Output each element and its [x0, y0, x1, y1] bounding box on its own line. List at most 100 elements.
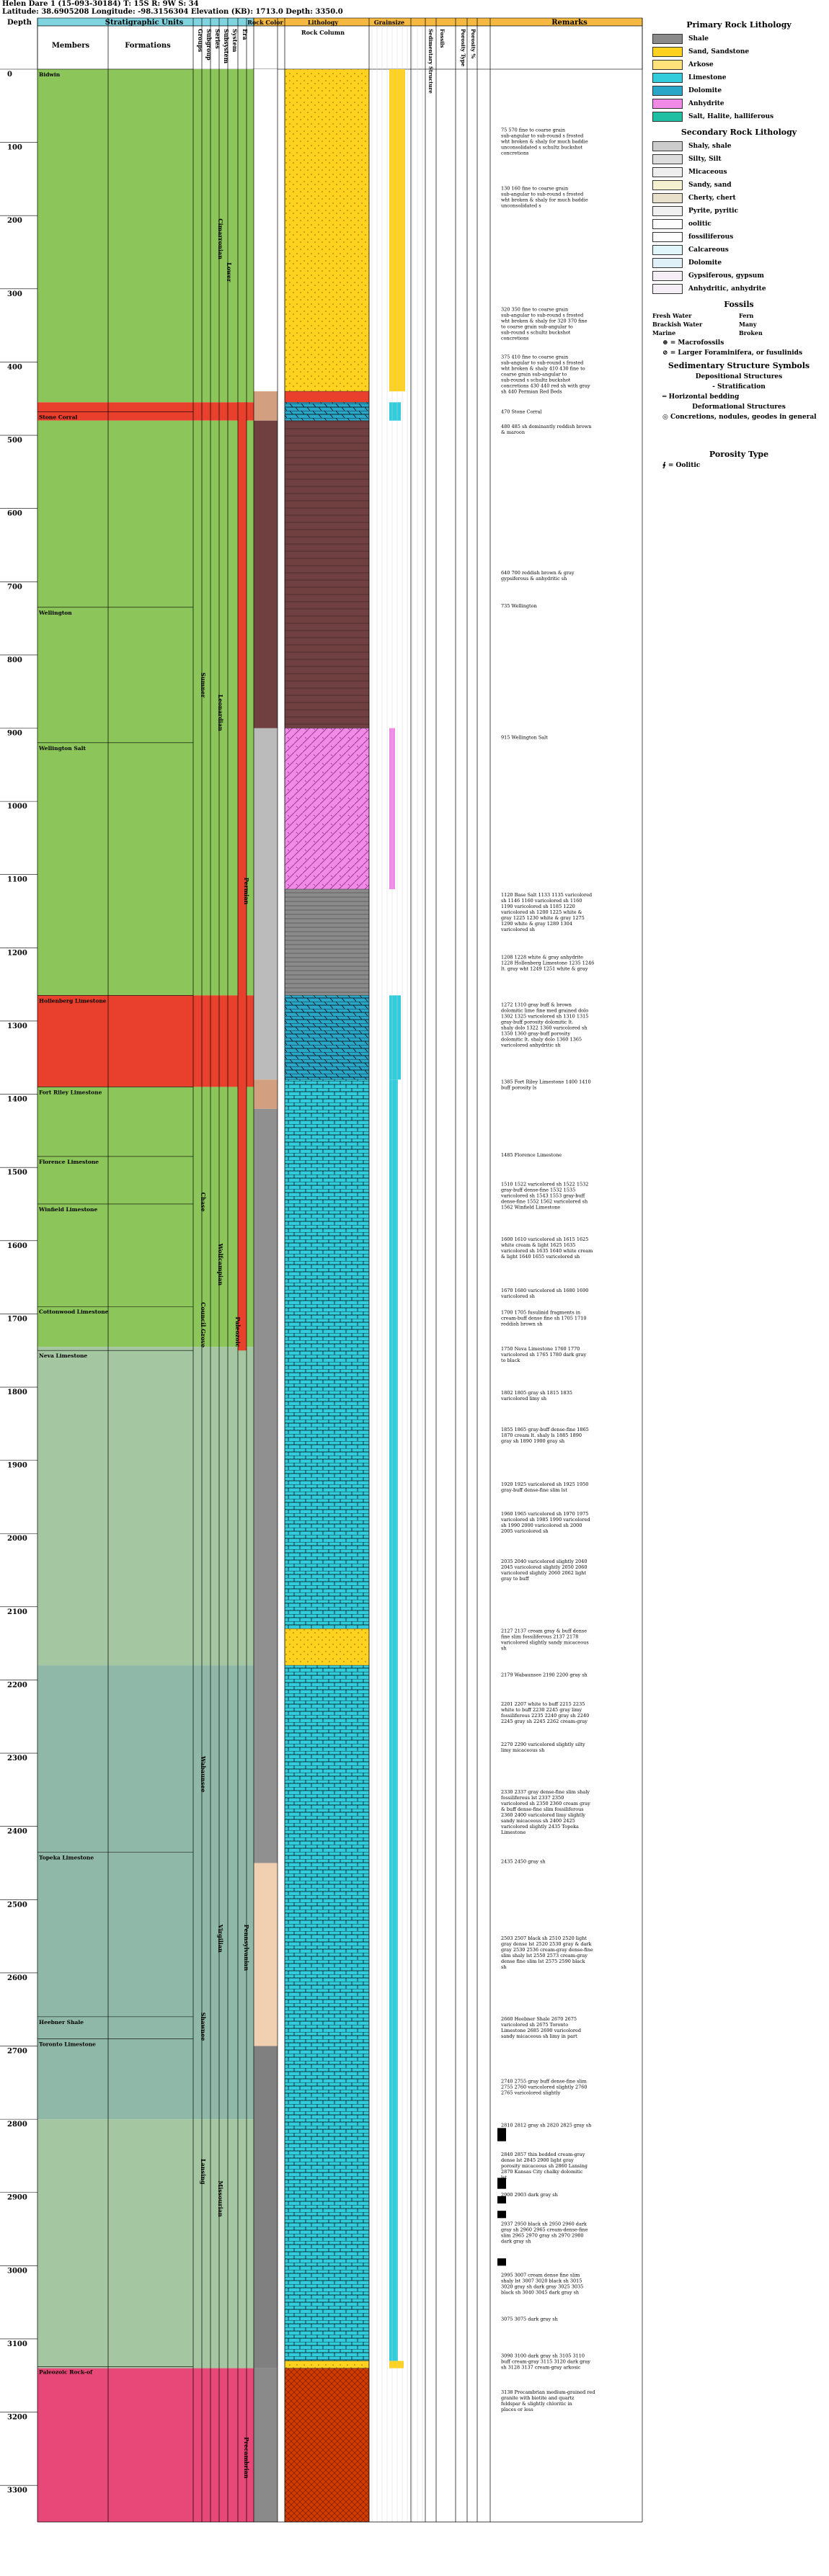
remark-entry: 480 485 sh dominantly reddish brown & mar… [501, 424, 591, 435]
lith-interval-shale [284, 888, 370, 996]
legend-label: Sandy, sand [688, 182, 732, 189]
series-label: Virgilian [217, 1924, 224, 1953]
legend-row: Dolomite [652, 84, 825, 97]
calcareous-pattern-icon [652, 245, 683, 255]
depth-tick-label: 700 [7, 583, 22, 591]
rock-color-interval [254, 1108, 278, 1863]
macrofossil-icon: ⊕ [662, 339, 668, 347]
legend-row: oolitic [652, 218, 825, 231]
remark-entry: 130 160 fine to coarse grain sub-angular … [501, 186, 588, 209]
depth-tick-label: 500 [7, 437, 22, 445]
depth-tick-label: 2100 [7, 1608, 27, 1616]
concretion-label: Concretions, nodules, geodes in general [670, 414, 817, 421]
secondary-lithology-title: Secondary Rock Lithology [681, 128, 797, 137]
strat-unit-band [37, 69, 254, 403]
legend-row: Limestone [652, 71, 825, 84]
legend-row: Silty, Silt [652, 153, 825, 166]
porosity-type-header: Porosity Type [460, 29, 466, 67]
depth-header: Depth [7, 19, 32, 27]
lith-interval-redbed [284, 391, 370, 403]
legend-row: Sandy, sand [652, 179, 825, 192]
fossil-row: Marine Broken [652, 329, 825, 337]
depth-tick-label: 600 [7, 510, 22, 518]
fossils-header: Fossils [439, 29, 445, 48]
remark-entry: 2900 2903 dark gray sh [501, 2192, 558, 2198]
strat-unit-band [37, 1665, 254, 2120]
legend-row: Pyrite, pyritic [652, 205, 825, 218]
groups-label: Wabaunsee [200, 1755, 207, 1793]
legend-row: Anhydrite [652, 97, 825, 110]
stratification-title: - Stratification [712, 383, 766, 391]
subsystem-header: Subsystem [223, 29, 230, 64]
remark-entry: 915 Wellington Salt [501, 735, 548, 741]
remark-entry: 1750 Neva Limestone 1760 1770 varicolored… [500, 1346, 587, 1363]
porosity-type-title: Porosity Type [709, 450, 769, 459]
horizontal-bedding-label: Horizontal bedding [668, 393, 740, 401]
members-label: Winfield Limestone [38, 1206, 97, 1213]
grainsize-bar [389, 402, 401, 421]
series-label: Wolfcampian [217, 1243, 224, 1285]
depth-tick-label: 400 [7, 363, 22, 371]
legend-row: Salt, Halite, halliferous [652, 110, 825, 123]
anhydritic-pattern-icon [652, 284, 683, 294]
legend-label: Gypsiferous, gypsum [688, 272, 764, 280]
fossil-row: Fresh Water Fern [652, 312, 825, 319]
limestone-pattern-icon [652, 73, 683, 83]
legend-label: Dolomite [688, 87, 722, 94]
horizontal-bedding-item: ═ Horizontal bedding [662, 393, 825, 401]
lith-interval-dolomite [284, 402, 370, 421]
legend-row: Arkose [652, 58, 825, 71]
depth-tick-label: 2200 [7, 1681, 27, 1689]
remark-entry: 2660 Heebner Shale 2670 2675 varicolored … [500, 2016, 581, 2039]
members-header: Members [52, 42, 90, 50]
silty-pattern-icon [652, 154, 683, 164]
fossils-title: Fossils [724, 300, 754, 309]
remark-entry: 1700 1705 fusulinid fragments in cream-bu… [501, 1309, 586, 1327]
lith-interval-dolomite [284, 995, 370, 1080]
porosity-percent-header: Porosity % [470, 29, 476, 58]
rock-color-interval [254, 2046, 278, 2368]
depth-tick-label: 2600 [7, 1974, 27, 1982]
strat-units-title: Stratigraphic Units [105, 19, 184, 27]
legend-label: fossiliferous [688, 233, 734, 241]
depth-tick-label: 2500 [7, 1901, 27, 1909]
remark-entry: 2179 Wabaunsee 2190 2200 gray sh [501, 1672, 588, 1677]
groups-header: Groups [197, 29, 204, 53]
rock-color-interval [254, 420, 278, 728]
remark-entry: 1920 1925 varicolored sh 1925 1950 gray-b… [501, 1481, 588, 1493]
groups-label: Shawnee [200, 2013, 207, 2041]
rock-color-interval [254, 1079, 278, 1109]
strat-unit-band [37, 2119, 254, 2368]
concretions-item: ◎ Concretions, nodules, geodes in genera… [662, 414, 825, 421]
porosity-marker [497, 2196, 506, 2203]
foram-label: = Larger Foraminifera, or fusulinids [670, 349, 803, 357]
members-label: Wellington Salt [38, 745, 86, 752]
members-label: Stone Corral [39, 414, 77, 421]
lith-interval-sandstone [284, 2361, 370, 2368]
depth-tick-label: 100 [7, 144, 22, 152]
remarks-header: Remarks [551, 19, 588, 27]
oolitic-pattern-icon [652, 219, 683, 229]
depth-tick-label: 2000 [7, 1535, 27, 1543]
legend-row: Gypsiferous, gypsum [652, 269, 825, 282]
legend-row: fossiliferous [652, 231, 825, 244]
members-label: Toronto Limestone [39, 2041, 96, 2047]
members-label: Cottonwood Limestone [39, 1309, 109, 1315]
column-header-row [37, 25, 643, 70]
rock-color-interval [254, 69, 278, 392]
fossil-label: Marine [652, 329, 676, 337]
members-label: Bidwin [39, 71, 61, 78]
strat-unit-band [37, 2368, 254, 2522]
forams-item: ⊘ = Larger Foraminifera, or fusulinids [662, 349, 825, 357]
members-label: Fort Riley Limestone [39, 1089, 102, 1095]
legend-row: Anhydritic, anhydrite [652, 282, 825, 295]
remark-entry: 3138 Precambrian medium-grained red grani… [501, 2389, 595, 2412]
depth-axis: 0 100 200 300 400 500 600 700 800 900 1000 1100 1200… [0, 68, 37, 2495]
legend-label: Pyrite, pyritic [688, 208, 739, 215]
lith-interval-redbed [284, 420, 370, 728]
remark-entry: 1960 1965 varicolored sh 1970 1975 varico… [500, 1511, 590, 1534]
shale-pattern-icon [652, 34, 683, 44]
groups-label: Council Grove [200, 1302, 207, 1347]
remark-entry: 2740 2755 gray buff dense-fine slim 2755 … [501, 2078, 588, 2095]
legend-label: Limestone [688, 74, 727, 81]
